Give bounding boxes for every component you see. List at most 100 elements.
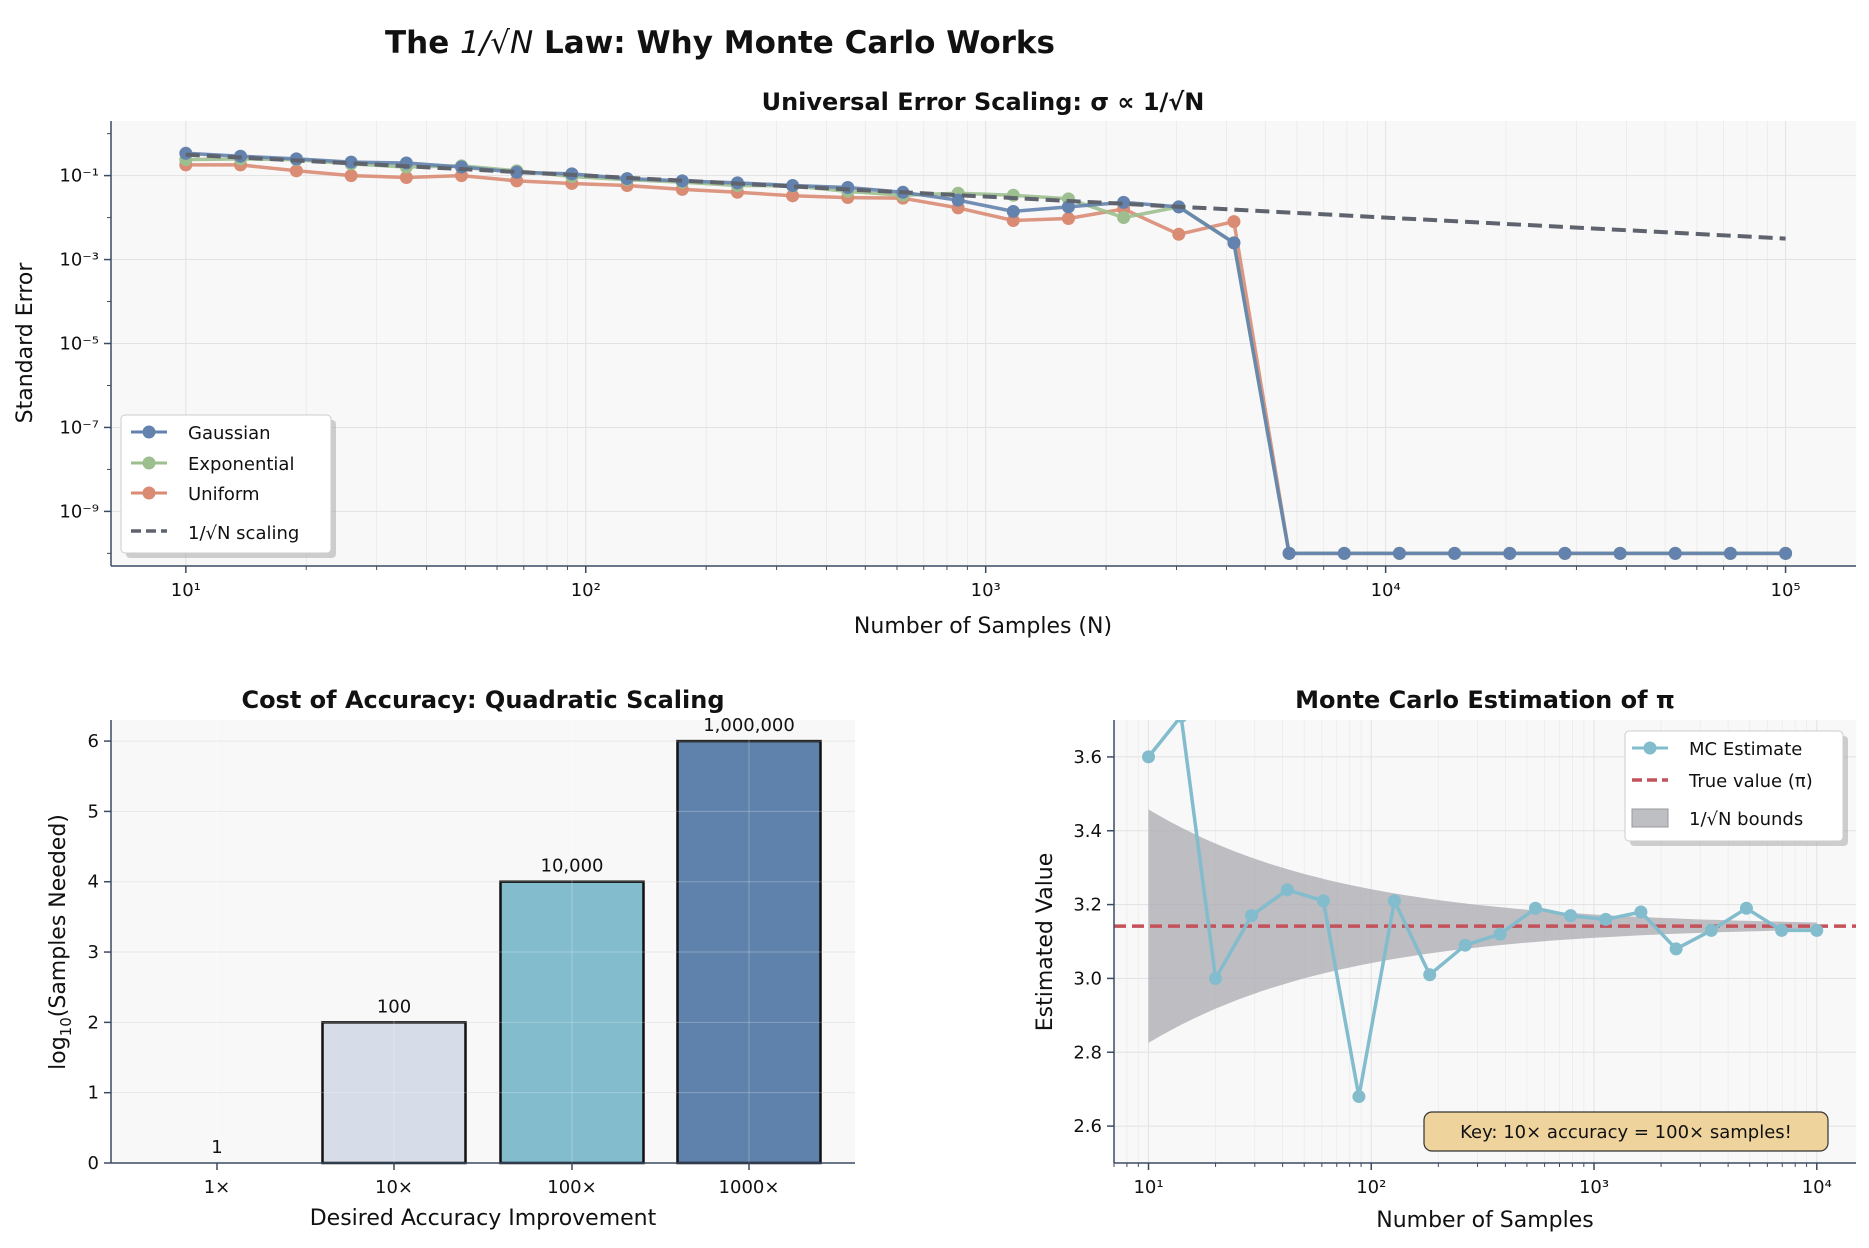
x-tick-label: 10⁴ bbox=[1802, 1177, 1832, 1198]
data-point bbox=[1006, 214, 1020, 228]
y-tick-label: 3.6 bbox=[1073, 747, 1102, 768]
grid-overlay bbox=[111, 720, 855, 1163]
svg-text:MC Estimate: MC Estimate bbox=[1689, 739, 1802, 760]
y-tick-label: 10⁻⁷ bbox=[59, 417, 99, 438]
y-tick-label: 10⁻¹ bbox=[59, 166, 99, 187]
y-tick-label: 10⁻³ bbox=[59, 250, 99, 271]
data-point bbox=[1503, 546, 1517, 560]
x-axis-label: Number of Samples (N) bbox=[854, 614, 1112, 639]
data-point bbox=[1775, 923, 1789, 937]
legend: Gaussian Exponential Uniform 1/√N scalin… bbox=[120, 414, 336, 558]
bars bbox=[321, 739, 822, 1165]
data-point bbox=[1280, 883, 1294, 897]
plot-series bbox=[1114, 720, 1856, 1104]
data-point bbox=[1599, 912, 1613, 926]
y-tick-label: 10⁻⁵ bbox=[59, 334, 99, 355]
error-scaling-chart: 10¹ 10² 10³ 10⁴ 10⁵ 10⁻¹ 10⁻³ 10⁻⁵ 10⁻⁷ 10⁻⁹ Uni… bbox=[13, 88, 1856, 639]
data-point bbox=[1564, 909, 1578, 923]
legend: MC Estimate True value (π) 1/√N bounds bbox=[1624, 730, 1848, 846]
x-tick-label: 10² bbox=[571, 580, 601, 601]
bar-value-label: 10,000 bbox=[541, 856, 604, 877]
pi-estimation-chart: 10¹ 10² 10³ 10⁴ 2.6 2.8 3.0 3.2 3.4 3.6 Monte Ca… bbox=[1033, 686, 1856, 1233]
data-point bbox=[1387, 894, 1401, 908]
chart-title: Monte Carlo Estimation of π bbox=[1295, 686, 1675, 714]
plot-series bbox=[179, 146, 1793, 560]
data-labels: 1 100 10,000 1,000,000 bbox=[211, 715, 795, 1158]
data-point bbox=[1227, 236, 1241, 250]
x-ticks: 1× 10× 100× 1000× bbox=[204, 1163, 780, 1198]
x-tick-label: 10⁵ bbox=[1771, 580, 1801, 601]
y-tick-label: 10⁻⁹ bbox=[59, 501, 99, 522]
data-point bbox=[1669, 942, 1683, 956]
data-point bbox=[1558, 546, 1572, 560]
y-tick-label: 2.6 bbox=[1073, 1116, 1102, 1137]
legend-item-bounds: 1/√N bounds bbox=[1631, 808, 1803, 830]
legend-item-true-value: True value (π) bbox=[1632, 771, 1813, 792]
x-tick-label: 10² bbox=[1356, 1177, 1386, 1198]
data-point bbox=[289, 164, 303, 178]
data-point bbox=[1458, 938, 1472, 952]
svg-text:Gaussian: Gaussian bbox=[188, 423, 271, 444]
data-point bbox=[1352, 1090, 1366, 1104]
x-tick-label: 1000× bbox=[719, 1177, 780, 1198]
y-tick-label: 1 bbox=[88, 1083, 99, 1104]
bar-value-label: 100 bbox=[377, 996, 411, 1017]
bar-1000000 bbox=[676, 739, 822, 1165]
x-tick-label: 10³ bbox=[1579, 1177, 1609, 1198]
legend-item-exponential: Exponential bbox=[131, 454, 294, 475]
x-ticks: 10¹ 10² 10³ 10⁴ 10⁵ bbox=[171, 566, 1801, 601]
data-point bbox=[1175, 720, 1187, 723]
data-point bbox=[1613, 546, 1627, 560]
svg-text:Uniform: Uniform bbox=[188, 484, 260, 505]
svg-text:Key: 10× accuracy = 100× sampl: Key: 10× accuracy = 100× samples! bbox=[1460, 1122, 1792, 1143]
data-point bbox=[1810, 923, 1824, 937]
y-ticks: 10⁻¹ 10⁻³ 10⁻⁵ 10⁻⁷ 10⁻⁹ bbox=[59, 133, 111, 554]
data-point bbox=[1448, 546, 1462, 560]
legend-item-scaling: 1/√N scaling bbox=[131, 523, 299, 544]
y-tick-label: 2 bbox=[88, 1012, 99, 1033]
data-point bbox=[1392, 546, 1406, 560]
svg-text:True value (π): True value (π) bbox=[1688, 771, 1813, 792]
data-point bbox=[510, 165, 524, 179]
y-axis-label: Standard Error bbox=[13, 262, 38, 424]
data-point bbox=[1142, 750, 1156, 764]
data-point bbox=[1337, 546, 1351, 560]
figure-title: The 1/√N Law: Why Monte Carlo Works bbox=[385, 25, 1055, 61]
x-tick-label: 1× bbox=[204, 1177, 231, 1198]
key-annotation: Key: 10× accuracy = 100× samples! bbox=[1423, 1111, 1829, 1152]
legend-item-mc-estimate: MC Estimate bbox=[1632, 739, 1802, 760]
data-point bbox=[344, 169, 358, 183]
y-tick-label: 3.4 bbox=[1073, 821, 1102, 842]
x-tick-label: 100× bbox=[547, 1177, 596, 1198]
chart-title: Cost of Accuracy: Quadratic Scaling bbox=[241, 686, 724, 714]
y-tick-label: 3.2 bbox=[1073, 895, 1102, 916]
data-point bbox=[399, 171, 413, 185]
svg-text:1/√N bounds: 1/√N bounds bbox=[1689, 809, 1803, 830]
bar-value-label: 1 bbox=[211, 1137, 222, 1158]
data-point bbox=[1668, 546, 1682, 560]
scaling-reference-line bbox=[185, 152, 1786, 241]
y-tick-label: 5 bbox=[88, 801, 99, 822]
y-tick-label: 0 bbox=[88, 1153, 99, 1174]
data-point bbox=[1061, 200, 1075, 214]
y-tick-label: 4 bbox=[88, 872, 99, 893]
data-point bbox=[455, 160, 469, 174]
data-point bbox=[1704, 923, 1718, 937]
legend-item-uniform: Uniform bbox=[131, 484, 260, 505]
data-point bbox=[1723, 546, 1737, 560]
x-tick-label: 10× bbox=[375, 1177, 413, 1198]
svg-text:1/√N scaling: 1/√N scaling bbox=[188, 523, 299, 544]
data-point bbox=[1493, 927, 1507, 941]
data-point bbox=[1227, 215, 1241, 229]
data-point bbox=[1172, 227, 1186, 241]
data-point bbox=[1634, 905, 1648, 919]
chart-title: Universal Error Scaling: σ ∝ 1/√N bbox=[762, 88, 1205, 116]
y-axis-label: Estimated Value bbox=[1033, 853, 1058, 1032]
legend-item-gaussian: Gaussian bbox=[131, 423, 271, 444]
data-point bbox=[1117, 211, 1131, 225]
data-point bbox=[1282, 546, 1296, 560]
y-tick-label: 3 bbox=[88, 942, 99, 963]
cost-of-accuracy-chart: 1 100 10,000 1,000,000 1× 10× 100× 1000× 0 1 2 3 4… bbox=[46, 686, 855, 1231]
data-point bbox=[1739, 901, 1753, 915]
y-axis-label: log10(Samples Needed) bbox=[46, 814, 75, 1070]
